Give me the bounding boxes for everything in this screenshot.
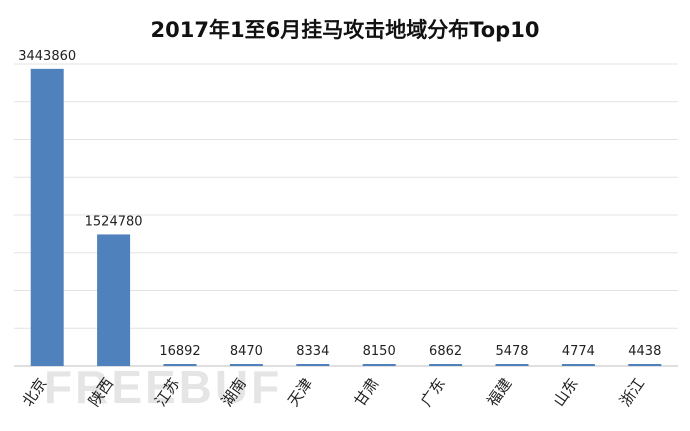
- bar-6: [362, 364, 396, 366]
- data-label-4: 8470: [230, 344, 263, 359]
- x-tick-label-9: 山东: [550, 375, 582, 410]
- x-tick-label-5: 天津: [284, 375, 316, 410]
- bar-2: [97, 234, 131, 366]
- data-label-9: 4774: [562, 344, 595, 359]
- x-tick-label-10: 浙江: [616, 375, 648, 410]
- data-label-2: 1524780: [85, 214, 143, 229]
- bar-10: [628, 364, 662, 366]
- bar-8: [495, 364, 529, 366]
- bar-3: [163, 364, 197, 366]
- x-tick-label-7: 广东: [417, 375, 449, 410]
- data-label-3: 16892: [159, 344, 200, 359]
- x-tick-label-4: 湖南: [218, 375, 250, 410]
- data-label-1: 3443860: [18, 49, 76, 64]
- data-label-6: 8150: [363, 344, 396, 359]
- bar-5: [296, 364, 330, 366]
- x-tick-label-6: 甘肃: [351, 375, 383, 410]
- data-label-7: 6862: [429, 344, 462, 359]
- chart-title: 2017年1至6月挂马攻击地域分布Top10: [150, 18, 540, 42]
- data-label-5: 8334: [296, 344, 329, 359]
- data-label-10: 4438: [628, 344, 661, 359]
- bar-1: [30, 68, 64, 366]
- x-tick-label-1: 北京: [19, 375, 51, 410]
- bar-9: [561, 364, 595, 366]
- bar-7: [429, 364, 463, 366]
- x-tick-label-3: 江苏: [151, 375, 183, 410]
- x-tick-label-8: 福建: [483, 375, 515, 410]
- bar-4: [229, 364, 263, 366]
- data-label-8: 5478: [495, 344, 528, 359]
- x-tick-label-2: 陕西: [85, 375, 117, 410]
